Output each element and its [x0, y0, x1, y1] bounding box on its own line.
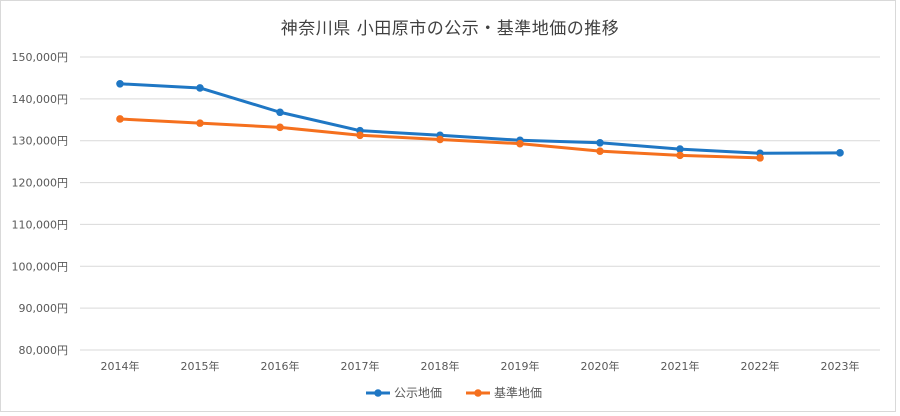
data-point [836, 149, 844, 157]
y-tick-label: 110,000円 [12, 218, 69, 231]
series-1 [116, 115, 764, 162]
y-tick-label: 120,000円 [12, 177, 69, 190]
x-tick-label: 2019年 [501, 359, 540, 373]
x-axis-ticks: 2014年 2015年 2016年 2017年 2018年 2019年 2020年 2021年… [101, 359, 860, 373]
x-tick-label: 2014年 [101, 359, 140, 373]
legend-swatch-marker [374, 389, 382, 397]
data-point [676, 145, 684, 153]
data-point [436, 135, 444, 144]
data-point [356, 131, 364, 140]
data-point [196, 84, 204, 92]
data-point [116, 115, 124, 123]
x-tick-label: 2020年 [581, 359, 620, 373]
legend-swatch-marker [474, 389, 482, 397]
x-tick-label: 2016年 [261, 359, 300, 373]
data-point [676, 151, 684, 160]
data-point [596, 147, 604, 155]
x-tick-label: 2021年 [661, 359, 700, 373]
y-tick-label: 140,000円 [12, 93, 69, 106]
series-line [118, 82, 842, 155]
legend-item: 基準地価 [466, 385, 542, 400]
y-tick-label: 80,000円 [19, 344, 69, 357]
data-point [276, 108, 284, 117]
y-tick-label: 90,000円 [19, 302, 69, 315]
legend-label: 基準地価 [494, 385, 542, 400]
x-tick-label: 2022年 [741, 359, 780, 373]
data-point [756, 154, 764, 162]
gridlines [80, 56, 880, 351]
y-tick-label: 100,000円 [12, 260, 69, 273]
legend-item: 公示地価 [366, 386, 442, 400]
y-tick-label: 130,000円 [12, 135, 69, 148]
data-point [596, 139, 604, 147]
x-tick-label: 2023年 [821, 359, 860, 373]
data-point [116, 79, 124, 88]
series-lines [116, 79, 844, 162]
y-tick-label: 150,000円 [12, 51, 69, 64]
series-0 [116, 79, 844, 158]
data-point [516, 139, 524, 148]
legend: 公示地価 基準地価 [366, 385, 542, 400]
x-tick-label: 2018年 [421, 359, 460, 373]
data-point [276, 123, 284, 132]
x-tick-label: 2015年 [181, 359, 220, 373]
data-point [196, 119, 204, 127]
y-axis-ticks: 80,000円 90,000円 100,000円 110,000円 120,000円 13… [12, 51, 69, 357]
x-tick-label: 2017年 [341, 359, 380, 373]
chart-title: 神奈川県 小田原市の公示・基準地価の推移 [280, 19, 620, 39]
legend-label: 公示地価 [394, 386, 442, 400]
